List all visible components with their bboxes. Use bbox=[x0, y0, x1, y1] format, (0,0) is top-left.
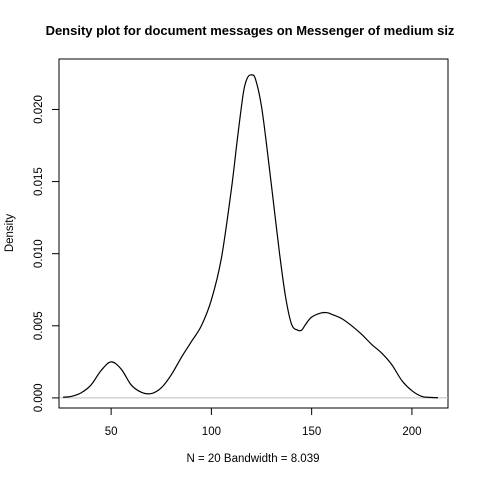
x-tick-label: 150 bbox=[302, 426, 321, 438]
plot-frame bbox=[58, 58, 449, 409]
y-axis-label: Density bbox=[4, 214, 16, 253]
y-tick-label: 0.000 bbox=[33, 384, 45, 413]
x-axis-label: N = 20 Bandwidth = 8.039 bbox=[187, 453, 320, 465]
y-tick-label: 0.005 bbox=[33, 311, 45, 340]
x-tick-label: 50 bbox=[105, 426, 118, 438]
y-tick-label: 0.020 bbox=[33, 95, 45, 124]
y-tick-label: 0.015 bbox=[33, 167, 45, 196]
density-curve bbox=[62, 74, 438, 399]
x-axis: 50 100 150 200 bbox=[105, 407, 422, 438]
x-tick-label: 100 bbox=[202, 426, 221, 438]
chart-title: Density plot for document messages on Me… bbox=[46, 23, 455, 38]
y-axis: 0.000 0.005 0.010 0.015 0.020 bbox=[33, 95, 60, 413]
x-tick-label: 200 bbox=[402, 426, 421, 438]
y-tick-label: 0.010 bbox=[33, 239, 45, 268]
